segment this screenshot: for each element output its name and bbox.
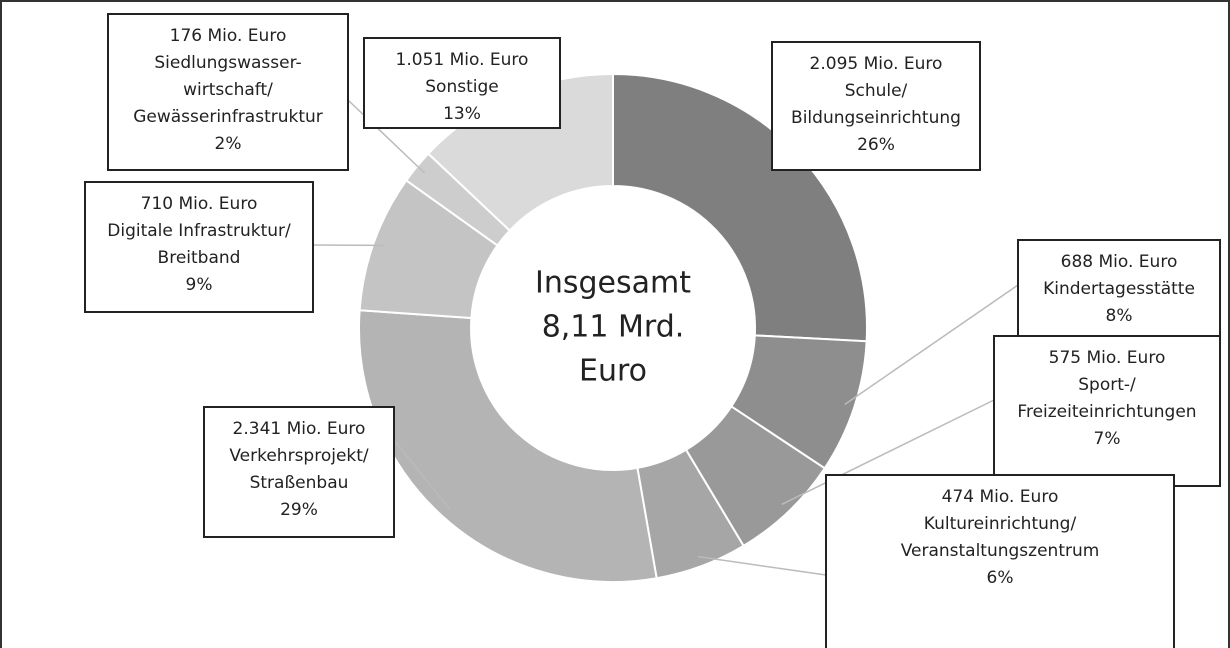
slice-label: wirtschaft/ bbox=[183, 80, 273, 100]
leader-line bbox=[781, 399, 995, 506]
leader-line bbox=[393, 439, 451, 510]
slice-label: 688 Mio. Euro bbox=[1061, 252, 1178, 272]
leader-line bbox=[698, 555, 827, 576]
slice-label: 2.095 Mio. Euro bbox=[810, 54, 943, 74]
slice-label: Schule/ bbox=[845, 81, 908, 101]
center-label: Euro bbox=[579, 354, 647, 389]
slice-label: Veranstaltungszentrum bbox=[901, 541, 1100, 561]
label-box bbox=[363, 37, 561, 129]
label-box bbox=[1017, 239, 1221, 341]
slice-label: Bildungseinrichtung bbox=[791, 108, 961, 128]
slice-label: 474 Mio. Euro bbox=[942, 487, 1059, 507]
slice-label: 29% bbox=[280, 500, 318, 520]
slice-label: Verkehrsprojekt/ bbox=[229, 446, 369, 466]
slice-label: Sport-/ bbox=[1078, 375, 1136, 395]
label-box bbox=[771, 41, 981, 171]
label-box bbox=[203, 406, 395, 538]
center-label: Insgesamt bbox=[535, 266, 691, 301]
slice-label: 575 Mio. Euro bbox=[1049, 348, 1166, 368]
slice-label: Siedlungswasser- bbox=[154, 53, 301, 73]
slice-label: 8% bbox=[1106, 306, 1133, 326]
slice-label: 7% bbox=[1094, 429, 1121, 449]
slice-label: Breitband bbox=[158, 248, 241, 268]
slice-label: 9% bbox=[186, 275, 213, 295]
slice-label: Sonstige bbox=[425, 77, 498, 97]
slice-label: 13% bbox=[443, 104, 481, 124]
slice-label: Straßenbau bbox=[250, 473, 349, 493]
slice bbox=[358, 309, 658, 583]
center-label: 8,11 Mrd. bbox=[542, 310, 685, 345]
slice-label: 26% bbox=[857, 135, 895, 155]
slice-label: 1.051 Mio. Euro bbox=[396, 50, 529, 70]
slice-label: Gewässerinfrastruktur bbox=[133, 107, 323, 127]
slice-label: Freizeiteinrichtungen bbox=[1017, 402, 1196, 422]
slice bbox=[612, 72, 868, 343]
leader-line bbox=[347, 99, 426, 174]
slice-label: 176 Mio. Euro bbox=[170, 26, 287, 46]
slice-label: Kultureinrichtung/ bbox=[924, 514, 1077, 534]
slice-label: 2% bbox=[215, 134, 242, 154]
slice-label: Digitale Infrastruktur/ bbox=[107, 221, 291, 241]
label-box bbox=[107, 13, 349, 171]
label-box bbox=[84, 181, 314, 313]
label-box bbox=[825, 474, 1175, 648]
slice-label: 2.341 Mio. Euro bbox=[233, 419, 366, 439]
leader-line bbox=[844, 284, 1019, 406]
slice-label: 710 Mio. Euro bbox=[141, 194, 258, 214]
slice-label: 6% bbox=[987, 568, 1014, 588]
slice-label: Kindertagesstätte bbox=[1043, 279, 1195, 299]
